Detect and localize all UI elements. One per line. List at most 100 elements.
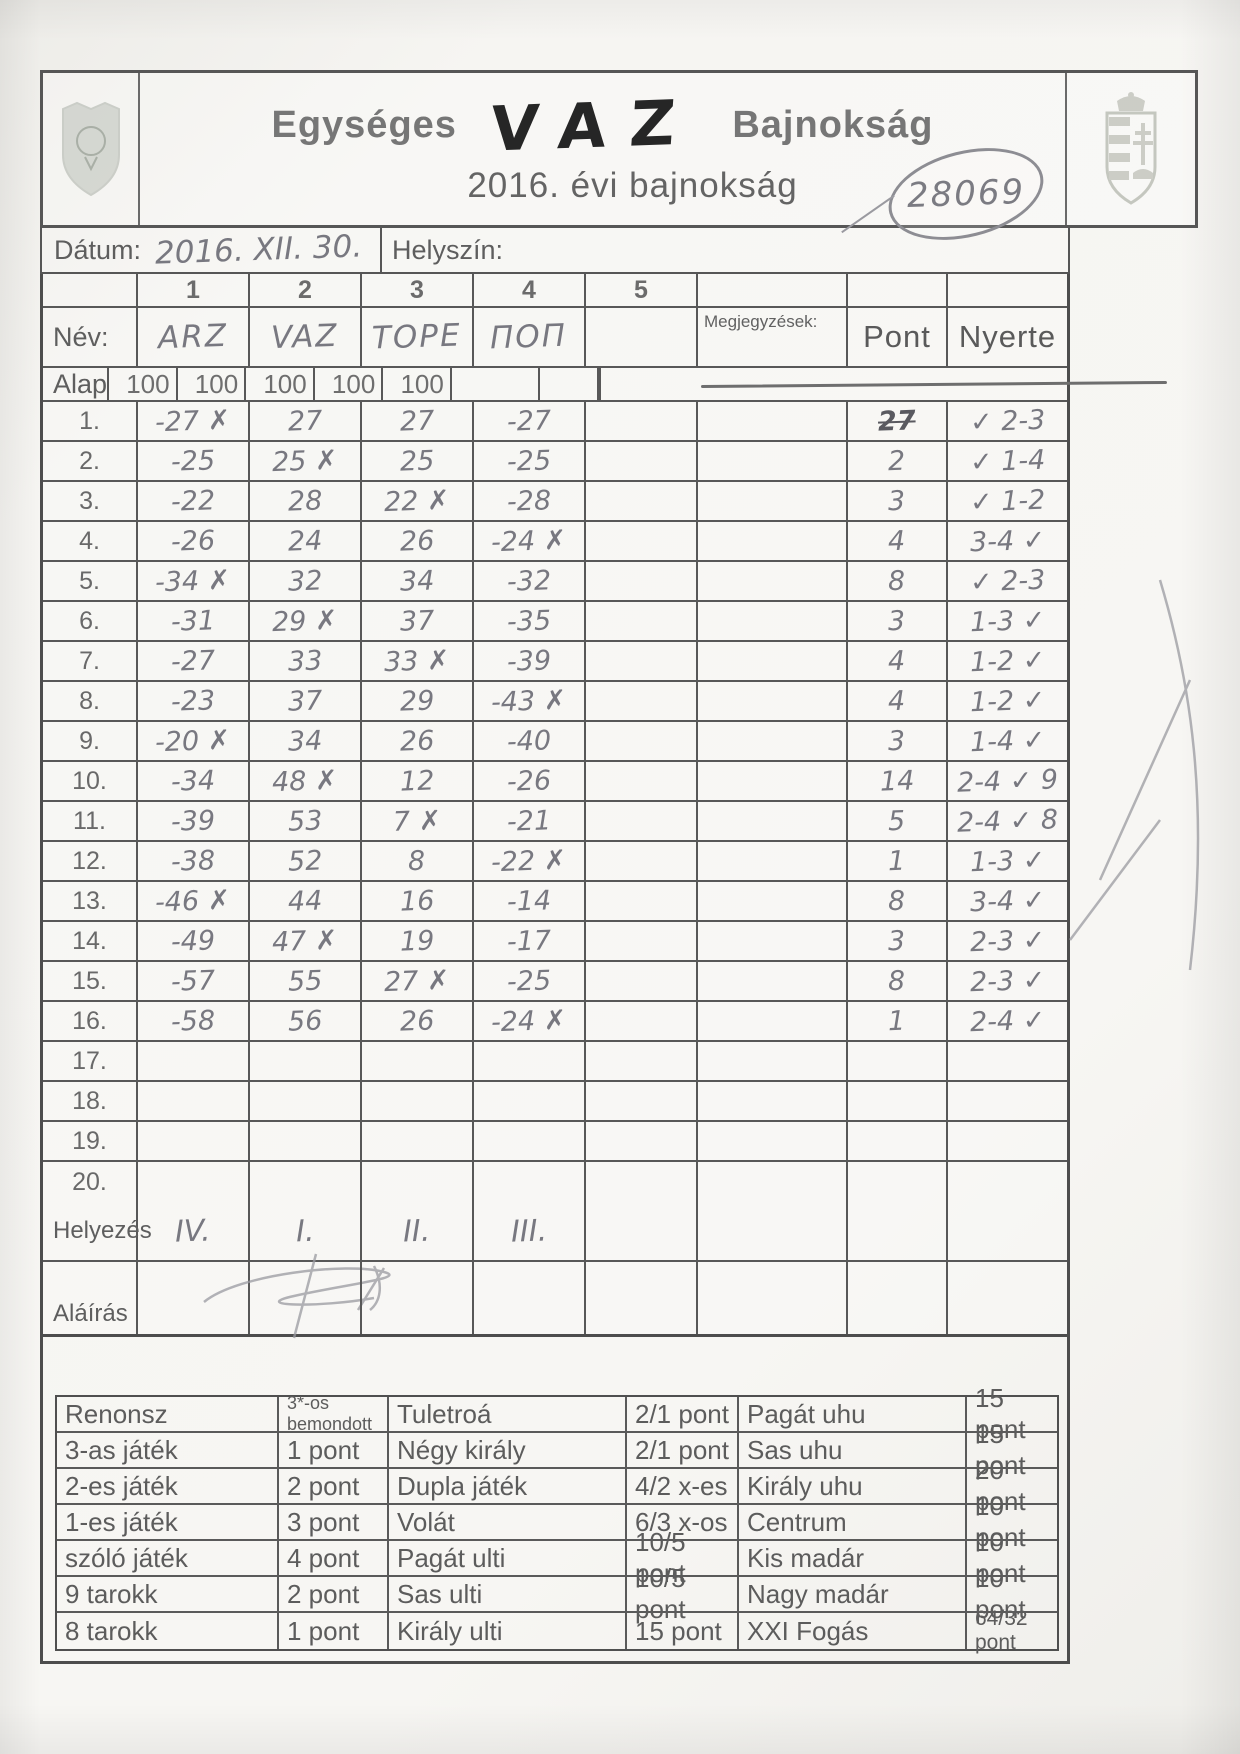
megjegyzes-cell [698, 482, 848, 520]
hungarian-coat-of-arms-icon [1065, 73, 1195, 225]
megjegyzes-cell [698, 882, 848, 920]
handwritten-value: 8 [407, 845, 427, 877]
legend-cell: 10 pont [975, 1563, 1026, 1624]
handwritten-value: 2-4 ✓ 9 [956, 763, 1059, 799]
nyerte-cell: 3-4 ✓ [948, 882, 1067, 920]
score-cell: -25 [138, 442, 250, 480]
row-number-cell: 1. [43, 402, 138, 440]
score-cell: -35 [474, 602, 586, 640]
header-titles: Egységes VAZ Bajnokság 2016. évi bajnoks… [140, 73, 1065, 225]
col-number-cell: 3 [362, 274, 474, 306]
score-cell: -57 [138, 962, 250, 1000]
pont-cell: 2 [848, 442, 948, 480]
handwritten-value: 1-2 ✓ [969, 684, 1046, 718]
score-cell: -23 [138, 682, 250, 720]
nyerte-cell: 2-4 ✓ 8 [948, 802, 1067, 840]
handwritten-value: 56 [287, 1004, 323, 1038]
row-number-cell: 5. [43, 562, 138, 600]
handwritten-value: 37 [399, 604, 435, 638]
pont-cell: 3 [848, 722, 948, 760]
legend-cell: 10/5 pont [627, 1563, 739, 1624]
score-cell: -27 [474, 402, 586, 440]
col-number-cell: 1 [138, 274, 250, 306]
handwritten-value: -17 [506, 924, 552, 958]
score-row: 15. -57 55 27 ✗ -25 8 2-3 ✓ [43, 962, 1067, 1002]
name-label: Név: [53, 321, 109, 352]
handwritten-value: 3 [887, 925, 907, 957]
handwritten-value: 27 [287, 404, 323, 438]
score-cell: 7 ✗ [362, 802, 474, 840]
pont-cell [848, 1162, 948, 1202]
legend-row: 9 tarokk 2 pont Sas ulti 10/5 pont Nagy madá… [57, 1563, 1057, 1624]
score-row: 18. [43, 1082, 1067, 1122]
empty-cell [599, 368, 602, 400]
row-number-cell: 20. [43, 1162, 138, 1202]
legend-cell: szóló játék [57, 1541, 279, 1575]
row-number-cell: 18. [43, 1082, 138, 1120]
nyerte-cell [948, 1162, 1067, 1202]
score-cell [586, 882, 698, 920]
alap-label: Alap [53, 368, 108, 399]
score-cell [586, 482, 698, 520]
legend-cell: 10 pont [975, 1491, 1026, 1552]
score-cell: -32 [474, 562, 586, 600]
pont-cell [848, 1082, 948, 1120]
legend-cell: 8 tarokk [57, 1613, 279, 1649]
score-cell: -39 [138, 802, 250, 840]
score-cell [362, 1082, 474, 1120]
score-cell [586, 842, 698, 880]
handwritten-value: 37 [287, 684, 323, 718]
handwritten-value: 4 [887, 645, 907, 677]
handwritten-value: -32 [506, 564, 552, 598]
score-cell [250, 1042, 362, 1080]
nyerte-cell: 2-4 ✓ [948, 1002, 1067, 1040]
handwritten-value: 19 [399, 924, 435, 958]
score-cell: -31 [138, 602, 250, 640]
score-row: 11. -39 53 7 ✗ -21 5 2-4 ✓ 8 [43, 802, 1067, 842]
empty-cell [452, 368, 541, 400]
nyerte-cell: 1-2 ✓ [948, 642, 1067, 680]
score-cell: -26 [474, 762, 586, 800]
score-cell: -27 ✗ [138, 402, 250, 440]
score-cell: -34 ✗ [138, 562, 250, 600]
nyerte-cell: 2-3 ✓ [948, 962, 1067, 1000]
megjegyzes-cell [698, 602, 848, 640]
score-cell: 52 [250, 842, 362, 880]
handwritten-value: 2-3 ✓ [969, 964, 1046, 998]
handwritten-value: -22 ✗ [490, 844, 568, 878]
helyezes-row: Helyezés IV. I. II. III. [43, 1202, 1067, 1262]
score-row: 4. -26 24 26 -24 ✗ 4 3-4 ✓ [43, 522, 1067, 562]
handwritten-value: 8 [887, 565, 907, 597]
megjegyzes-cell [698, 1122, 848, 1160]
pont-cell: 3 [848, 602, 948, 640]
handwritten-value: 1-3 ✓ [969, 844, 1046, 878]
score-cell: -38 [138, 842, 250, 880]
helyezes-value: I. [295, 1213, 315, 1249]
handwritten-value: 4 [887, 525, 907, 557]
score-cell: 29 [362, 682, 474, 720]
score-cell: 34 [250, 722, 362, 760]
score-row: 9. -20 ✗ 34 26 -40 3 1-4 ✓ [43, 722, 1067, 762]
score-cell: 47 ✗ [250, 922, 362, 960]
nyerte-label: Nyerte [958, 319, 1057, 354]
legend-frame: Renonsz 3*-os bemondott Tuletroá 2/1 pont Pa… [40, 1337, 1070, 1664]
handwritten-value: -26 [170, 524, 216, 558]
score-cell: 8 [362, 842, 474, 880]
date-cell: Dátum: 2016. XII. 30. [42, 228, 382, 272]
megjegyzes-cell [698, 802, 848, 840]
row-number-cell: 8. [43, 682, 138, 720]
legend-row: Renonsz 3*-os bemondott Tuletroá 2/1 pont Pa… [57, 1383, 1057, 1444]
nyerte-cell: 2-4 ✓ 9 [948, 762, 1067, 800]
score-cell [250, 1122, 362, 1160]
handwritten-value: -57 [170, 964, 216, 998]
legend-cell: Négy király [389, 1433, 627, 1467]
handwritten-value: -25 [506, 964, 552, 998]
helyezes-value: II. [402, 1213, 432, 1249]
col-number: 5 [634, 275, 648, 304]
legend-row: 2-es játék 2 pont Dupla játék 4/2 x-es Királ… [57, 1455, 1057, 1516]
score-cell [586, 1002, 698, 1040]
score-cell: 27 [250, 402, 362, 440]
megjegyzes-cell [698, 962, 848, 1000]
pont-cell: 8 [848, 962, 948, 1000]
location-label: Helyszín: [392, 234, 504, 265]
